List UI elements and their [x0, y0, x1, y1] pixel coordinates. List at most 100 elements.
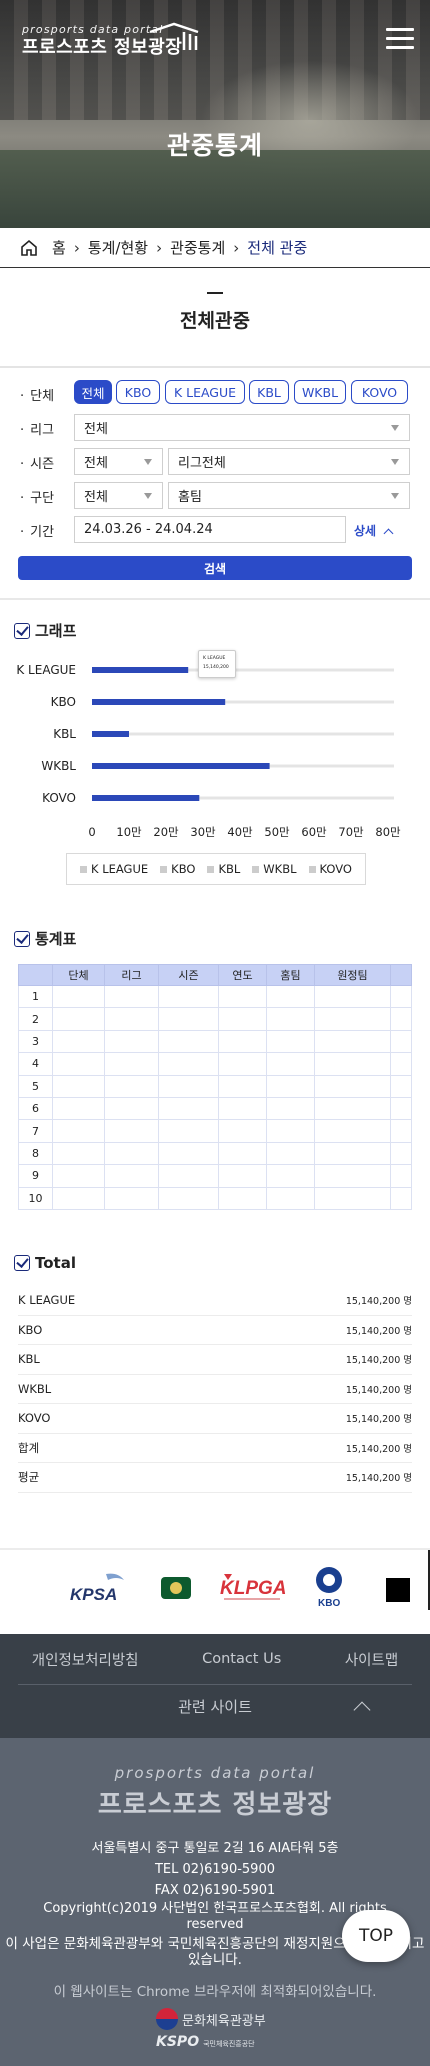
bar-kbo[interactable] [92, 699, 226, 705]
checkbox-icon [14, 930, 30, 947]
season-league-select[interactable]: 리그전체 [168, 448, 410, 475]
table-cell [266, 1141, 315, 1166]
total-value: 15,140,200 명 [345, 1414, 412, 1426]
table-row: 1 [18, 984, 412, 1009]
related-sites-toggle[interactable]: 관련 사이트 [178, 1698, 252, 1716]
type-option-all[interactable]: 전체 [74, 380, 112, 404]
logo-english: prosports data portal [22, 23, 164, 36]
season-select[interactable]: 전체 [74, 448, 163, 475]
home-team-select[interactable]: 홈팀 [168, 482, 410, 509]
legend-item[interactable]: KOVO [308, 862, 352, 876]
table-header-cell [390, 964, 412, 986]
table-cell [314, 1096, 391, 1121]
table-cell [266, 984, 315, 1009]
kpsa-logo[interactable]: KPSA [68, 1570, 130, 1610]
x-tick-label: 70만 [338, 825, 364, 839]
type-option-kbl[interactable]: KBL [249, 380, 289, 404]
table-row: 6 [18, 1096, 412, 1121]
table-cell [52, 1119, 105, 1143]
period-input[interactable]: 24.03.26 - 24.04.24 [74, 516, 346, 543]
season-select-value: 전체 [84, 456, 108, 471]
row-number: 3 [18, 1029, 53, 1054]
chart-legend: K LEAGUE KBO KBL WKBL KOVO [66, 853, 366, 885]
chevron-right-icon: › [156, 238, 163, 257]
kpga-logo[interactable] [158, 1570, 194, 1606]
legend-item[interactable]: WKBL [252, 862, 297, 876]
table-cell [104, 1096, 159, 1121]
row-number: 7 [18, 1119, 53, 1143]
detail-toggle[interactable]: 상세 [354, 522, 394, 539]
type-option-kleague[interactable]: K LEAGUE [165, 380, 245, 404]
table-row: 7 [18, 1119, 412, 1143]
footer-tel: TEL 02)6190-5900 [154, 1862, 275, 1877]
home-icon[interactable] [20, 239, 38, 257]
footer-notice: 이 사업은 문화체육관광부와 국민체육진흥공단의 재정지원으로 이루어지고 있습… [5, 1936, 425, 1968]
total-label: KBO [18, 1322, 43, 1337]
league-select[interactable]: 전체 [74, 414, 410, 441]
kspo-logo[interactable]: KSPO 국민체육진흥공단 [156, 2034, 255, 2050]
table-header-cell: 단체 [52, 964, 105, 986]
table-cell [314, 1119, 391, 1143]
tooltip-value: 15,140,200 [203, 665, 229, 670]
chevron-right-icon: › [73, 238, 80, 257]
scroll-top-button[interactable]: TOP [342, 1910, 410, 1962]
legend-label: KOVO [319, 862, 352, 876]
contact-us-link[interactable]: Contact Us [202, 1651, 282, 1667]
row-number: 6 [18, 1096, 53, 1121]
filter-row-type: 단체 전체 KBO K LEAGUE KBL WKBL KOVO [0, 380, 430, 408]
bar-wkbl[interactable] [92, 763, 270, 769]
bar-kbl[interactable] [92, 731, 129, 737]
klpga-logo-text: KLPGA [220, 1578, 287, 1599]
table-cell [52, 1186, 105, 1210]
footer-logo-korean: 프로스포츠 정보광장 [97, 1790, 333, 1820]
checkbox-icon [14, 622, 30, 639]
total-row: 합계 15,140,200 명 [18, 1434, 412, 1463]
total-list: K LEAGUE 15,140,200 명 KBO 15,140,200 명 KBL 15… [18, 1286, 412, 1493]
stadium-field-image [0, 150, 430, 228]
table-cell [390, 1164, 412, 1188]
site-logo[interactable]: prosports data portal 프로스포츠 정보광장 [22, 22, 199, 58]
filter-row-period: 기간 24.03.26 - 24.04.24 상세 [0, 516, 430, 544]
legend-item[interactable]: K LEAGUE [80, 862, 148, 876]
table-row: 8 [18, 1141, 412, 1166]
kbo-logo[interactable]: KBO [312, 1564, 346, 1610]
klpga-logo[interactable]: KLPGA [218, 1570, 288, 1610]
breadcrumb-home[interactable]: 홈 [52, 239, 66, 257]
kspo-logo-text: KSPO [156, 2034, 200, 2050]
table-cell [158, 1029, 219, 1054]
total-row: 평균 15,140,200 명 [18, 1463, 412, 1493]
breadcrumb-attendance[interactable]: 관중통계 [170, 239, 226, 257]
table-cell [104, 1186, 159, 1210]
table-cell [390, 1029, 412, 1054]
table-cell [218, 1074, 267, 1098]
bar-kovo[interactable] [92, 795, 200, 801]
total-label: WKBL [18, 1381, 52, 1396]
table-cell [218, 1141, 267, 1166]
legend-item[interactable]: KBO [160, 862, 195, 876]
type-option-wkbl[interactable]: WKBL [294, 380, 346, 404]
bar-k-league[interactable] [92, 667, 189, 673]
partner-logo-placeholder[interactable] [386, 1578, 410, 1602]
breadcrumb-stats[interactable]: 통계/현황 [87, 239, 149, 257]
table-cell [218, 1164, 267, 1188]
type-option-kovo[interactable]: KOVO [351, 380, 408, 404]
privacy-policy-link[interactable]: 개인정보처리방침 [31, 1652, 139, 1669]
search-button[interactable]: 검색 [18, 556, 412, 580]
sitemap-link[interactable]: 사이트맵 [344, 1652, 399, 1669]
division-select[interactable]: 전체 [74, 482, 163, 509]
type-option-kbo[interactable]: KBO [116, 380, 160, 404]
table-cell [266, 1052, 315, 1076]
table-cell [266, 1119, 315, 1143]
menu-icon[interactable] [386, 28, 414, 50]
mcst-logo[interactable]: 문화체육관광부 [156, 2008, 266, 2030]
footer-logo-english: prosports data portal [114, 1764, 316, 1782]
table-cell [218, 1007, 267, 1031]
footer-nav: 개인정보처리방침 Contact Us 사이트맵 관련 사이트 [0, 1634, 430, 1738]
total-label: KOVO [18, 1411, 51, 1426]
legend-item[interactable]: KBL [207, 862, 240, 876]
legend-label: KBL [218, 862, 241, 876]
table-cell [158, 1119, 219, 1143]
caret-down-icon [391, 425, 399, 431]
table-cell [266, 1096, 315, 1121]
logo-korean: 프로스포츠 정보광장 [22, 37, 183, 58]
